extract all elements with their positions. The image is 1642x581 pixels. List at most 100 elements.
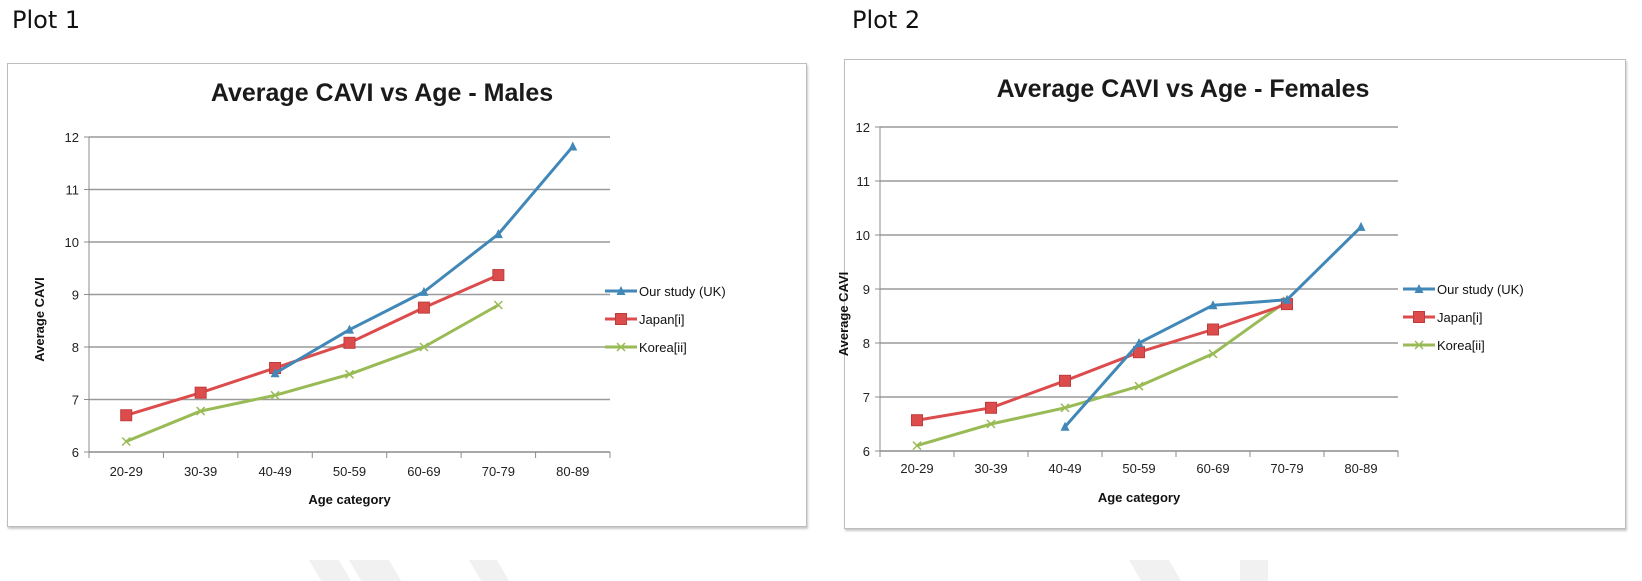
data-point-korea — [1208, 349, 1218, 359]
y-tick-label: 11 — [66, 183, 80, 198]
y-tick-label: 12 — [65, 130, 79, 145]
legend-marker — [616, 286, 626, 295]
legend-item-uk: Our study (UK) — [1403, 282, 1524, 297]
x-marker-stroke — [1414, 340, 1424, 350]
data-point-uk — [345, 324, 354, 334]
data-point-korea — [344, 369, 355, 379]
x-tick-label: 60-69 — [1196, 461, 1229, 476]
x-tick-label: 60-69 — [407, 464, 440, 479]
x-marker-stroke — [912, 441, 922, 451]
chart-title: Average CAVI vs Age - Females — [997, 75, 1370, 103]
data-point-uk — [1134, 338, 1144, 347]
x-tick-label: 70-79 — [1270, 461, 1303, 476]
x-tick-label: 50-59 — [1122, 461, 1155, 476]
legend-label: Our study (UK) — [1437, 282, 1524, 297]
legend-label: Japan[i] — [1437, 310, 1483, 325]
x-tick-label: 80-89 — [1344, 461, 1377, 476]
y-tick-label: 8 — [863, 336, 870, 351]
data-point-korea — [196, 406, 206, 416]
y-tick-label: 6 — [72, 445, 79, 460]
y-tick-label: 12 — [856, 120, 870, 135]
y-tick-label: 7 — [72, 393, 79, 408]
y-tick-label: 8 — [72, 340, 79, 355]
legend-label: Our study (UK) — [639, 284, 726, 299]
x-marker-stroke — [196, 406, 206, 416]
data-point-japan — [1207, 323, 1219, 336]
data-point-uk — [270, 368, 280, 378]
data-point-korea — [493, 300, 503, 310]
series-japan — [911, 298, 1293, 427]
x-tick-label: 80-89 — [556, 464, 589, 479]
x-tick-label: 30-39 — [184, 464, 217, 479]
data-point-japan — [417, 301, 430, 314]
legend-label: Japan[i] — [639, 312, 685, 327]
legend-item-korea: Korea[ii] — [605, 340, 687, 355]
y-tick-label: 7 — [863, 390, 870, 405]
data-point-korea — [1060, 403, 1070, 413]
plot-1-label: Plot 1 — [12, 6, 81, 34]
data-point-korea — [270, 390, 280, 400]
series-line-korea — [125, 303, 500, 443]
y-axis-title: Average CAVI — [836, 272, 851, 357]
data-point-japan — [343, 336, 356, 349]
x-marker-stroke — [493, 300, 503, 310]
x-marker-stroke — [419, 342, 429, 352]
series-japan — [120, 269, 505, 422]
legend-label: Korea[ii] — [1437, 338, 1485, 353]
x-tick-label: 40-49 — [258, 464, 291, 479]
data-point-uk — [1356, 221, 1366, 231]
chart-title: Average CAVI vs Age - Males — [211, 79, 553, 107]
x-marker-stroke — [986, 419, 996, 429]
y-tick-label: 11 — [857, 174, 871, 189]
series-line-japan — [916, 302, 1288, 422]
legend-marker — [1414, 284, 1424, 293]
data-point-japan — [492, 269, 505, 282]
data-point-japan — [120, 409, 133, 422]
legend-label: Korea[ii] — [639, 340, 687, 355]
legend-item-korea: Korea[ii] — [1403, 338, 1485, 353]
legend-item-japan: Japan[i] — [1403, 310, 1483, 325]
y-axis-title: Average CAVI — [32, 277, 47, 362]
data-point-uk — [1060, 421, 1070, 431]
x-tick-label: 20-29 — [900, 461, 933, 476]
plot-2-label: Plot 2 — [852, 6, 921, 34]
data-point-japan — [911, 414, 923, 427]
legend-marker — [615, 313, 627, 325]
series-korea — [912, 296, 1292, 451]
data-point-uk — [493, 229, 503, 239]
y-tick-label: 9 — [72, 288, 79, 303]
data-point-korea — [912, 441, 922, 451]
watermark-shape — [1240, 560, 1268, 581]
data-point-japan — [1059, 374, 1071, 387]
legend-marker — [1413, 311, 1425, 323]
x-marker-stroke — [270, 390, 280, 400]
legend-marker — [1414, 340, 1424, 350]
data-point-korea — [121, 436, 131, 447]
series-line-japan — [125, 273, 499, 417]
x-marker-stroke — [344, 369, 355, 379]
x-marker-stroke — [1134, 381, 1144, 391]
x-tick-label: 20-29 — [110, 464, 143, 479]
x-tick-label: 50-59 — [333, 464, 366, 479]
x-marker-stroke — [1208, 349, 1218, 359]
legend-item-japan: Japan[i] — [605, 312, 685, 327]
data-point-uk — [419, 286, 429, 296]
data-point-korea — [986, 419, 996, 429]
data-point-korea — [1134, 381, 1144, 391]
x-tick-label: 40-49 — [1048, 461, 1081, 476]
x-tick-label: 70-79 — [482, 464, 515, 479]
data-point-korea — [419, 342, 429, 352]
series-uk — [270, 141, 578, 378]
y-tick-label: 10 — [65, 235, 79, 250]
y-tick-label: 6 — [863, 444, 870, 459]
legend-item-uk: Our study (UK) — [605, 284, 726, 299]
data-point-uk — [568, 141, 578, 151]
data-point-japan — [194, 386, 207, 399]
x-tick-label: 30-39 — [974, 461, 1007, 476]
data-point-uk — [1282, 294, 1292, 304]
x-axis-title: Age category — [308, 492, 391, 507]
x-marker-stroke — [1060, 403, 1070, 413]
legend-marker — [616, 342, 626, 352]
